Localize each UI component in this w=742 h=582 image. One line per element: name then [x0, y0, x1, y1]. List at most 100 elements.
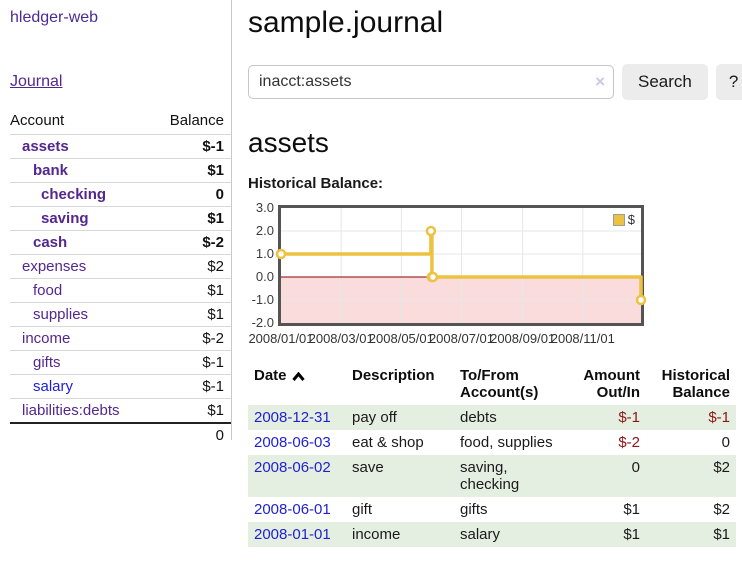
account-row: expenses $2	[10, 254, 231, 279]
accounts-header-account: Account	[10, 112, 65, 129]
chart-y-axis: 3.0 2.0 1.0 0.0 -1.0 -2.0	[248, 201, 274, 330]
account-link-checking[interactable]: checking	[41, 186, 107, 203]
account-row: bank $1	[10, 158, 231, 183]
y-axis-tick-label: -2.0	[251, 315, 274, 330]
account-row: checking 0	[10, 182, 231, 207]
legend-swatch-icon	[612, 213, 625, 226]
account-link-bank[interactable]: bank	[33, 162, 69, 179]
y-axis-tick-label: -1.0	[251, 292, 274, 307]
register-row: 2008-06-02 save saving, checking 0 $2	[248, 455, 736, 497]
register-header-balance: Historical Balance	[661, 367, 730, 401]
accounts-total-balance: 0	[151, 422, 231, 447]
search-input[interactable]	[248, 65, 614, 99]
transaction-account: saving, checking	[460, 459, 520, 493]
account-balance: $2	[151, 254, 231, 279]
account-balance: $-1	[151, 134, 231, 159]
app-title-link[interactable]: hledger-web	[10, 9, 99, 26]
account-link-gifts[interactable]: gifts	[33, 354, 61, 371]
account-balance: $1	[151, 398, 231, 423]
register-header-account: To/From Account(s)	[460, 367, 539, 401]
account-link-income[interactable]: income	[22, 330, 71, 347]
search-button[interactable]: Search	[622, 64, 708, 100]
account-balance: $1	[151, 158, 231, 183]
historical-balance-chart: 3.0 2.0 1.0 0.0 -1.0 -2.0 $ 2008/01/01 2008/03…	[248, 201, 742, 347]
account-row: salary $-1	[10, 374, 231, 399]
register-header-description: Description	[352, 367, 435, 384]
account-balance: $-2	[151, 230, 231, 255]
register-header-date[interactable]: Date	[248, 365, 346, 405]
transaction-date-link[interactable]: 2008-06-01	[254, 501, 331, 518]
chart-legend: $	[610, 211, 637, 228]
account-balance: $1	[151, 206, 231, 231]
account-balance: $-2	[151, 326, 231, 351]
transaction-description: income	[352, 526, 401, 543]
clear-search-icon[interactable]: ×	[595, 72, 605, 91]
help-button[interactable]: ?	[715, 64, 742, 100]
account-balance: 0	[151, 182, 231, 207]
page-title: sample.journal	[248, 6, 444, 39]
account-balance: $1	[151, 302, 231, 327]
x-axis-tick-label: 2008/03/01	[308, 331, 374, 346]
sidebar-item-journal[interactable]: Journal	[10, 73, 63, 90]
account-row: supplies $1	[10, 302, 231, 327]
register-header-amount: Amount Out/In	[583, 367, 640, 401]
account-link-liabilities-debts[interactable]: liabilities:debts	[22, 402, 120, 419]
transaction-balance: 0	[721, 434, 730, 451]
transaction-date-link[interactable]: 2008-06-03	[254, 434, 331, 451]
account-link-cash[interactable]: cash	[33, 234, 68, 251]
transaction-date-link[interactable]: 2008-12-31	[254, 409, 331, 426]
main-content: sample.journal × Search ? assets Histori…	[232, 0, 742, 547]
y-axis-tick-label: 0.0	[255, 269, 274, 284]
accounts-total-row: 0	[10, 422, 231, 447]
sidebar: hledger-web Journal Account Balance asse…	[0, 0, 232, 447]
search-box: ×	[248, 65, 614, 99]
transaction-account: food, supplies	[460, 434, 553, 451]
transaction-amount: $-1	[618, 409, 640, 426]
x-axis-tick-label: 2008/05/01	[368, 331, 434, 346]
account-link-supplies[interactable]: supplies	[33, 306, 89, 323]
account-link-assets[interactable]: assets	[22, 138, 69, 155]
x-axis-tick-label: 2008/07/01	[428, 331, 495, 346]
sort-ascending-icon	[291, 371, 305, 381]
transaction-balance: $1	[713, 526, 730, 543]
register-row: 2008-12-31 pay off debts $-1 $-1	[248, 405, 736, 430]
x-axis-tick-label: 2008/11/01	[550, 331, 615, 346]
x-axis-tick-label: 2008/01/01	[248, 331, 314, 346]
chart-canvas	[275, 208, 647, 323]
transaction-description: eat & shop	[352, 434, 424, 451]
accounts-balance-table: Account Balance assets $-1 bank $1 check…	[10, 108, 231, 447]
account-row: income $-2	[10, 326, 231, 351]
y-axis-tick-label: 2.0	[255, 223, 274, 238]
transaction-account: debts	[460, 409, 497, 426]
transaction-amount: $-2	[618, 434, 640, 451]
transaction-balance: $2	[713, 459, 730, 476]
transaction-amount: 0	[631, 459, 640, 476]
transaction-description: pay off	[352, 409, 397, 426]
accounts-header-balance: Balance	[169, 112, 224, 129]
register-row: 2008-06-03 eat & shop food, supplies $-2…	[248, 430, 736, 455]
chart-title: Historical Balance:	[248, 175, 384, 192]
account-link-expenses[interactable]: expenses	[22, 258, 87, 275]
account-row: gifts $-1	[10, 350, 231, 375]
account-link-salary[interactable]: salary	[33, 378, 74, 395]
account-row: saving $1	[10, 206, 231, 231]
account-balance: $-1	[151, 350, 231, 375]
transaction-description: gift	[352, 501, 373, 518]
account-row: cash $-2	[10, 230, 231, 255]
chart-plot-area[interactable]: $	[275, 205, 647, 326]
y-axis-tick-label: 3.0	[255, 200, 274, 215]
account-link-saving[interactable]: saving	[41, 210, 89, 227]
search-row: × Search ?	[248, 64, 742, 100]
transaction-date-link[interactable]: 2008-01-01	[254, 526, 331, 543]
account-row: liabilities:debts $1	[10, 398, 231, 423]
transaction-balance: $-1	[708, 409, 730, 426]
transaction-balance: $2	[713, 501, 730, 518]
account-link-food[interactable]: food	[33, 282, 63, 299]
y-axis-tick-label: 1.0	[255, 246, 274, 261]
transaction-account: gifts	[460, 501, 488, 518]
transaction-date-link[interactable]: 2008-06-02	[254, 459, 331, 476]
transaction-description: save	[352, 459, 384, 476]
account-page-title: assets	[248, 127, 329, 158]
x-axis-tick-label: 2008/09/01	[490, 331, 556, 346]
account-balance: $-1	[151, 374, 231, 399]
